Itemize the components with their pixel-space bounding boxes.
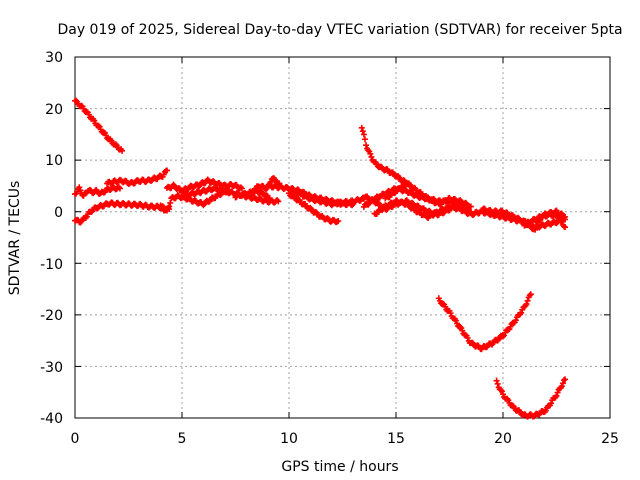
series-arc-17 bbox=[382, 180, 474, 210]
y-axis-label: SDTVAR / TECUs bbox=[7, 181, 23, 296]
data-point bbox=[112, 141, 119, 148]
x-tick-label-25: 25 bbox=[601, 431, 619, 447]
data-point bbox=[367, 150, 374, 157]
data-point bbox=[77, 187, 84, 194]
series-arc-3 bbox=[72, 183, 123, 199]
data-point bbox=[533, 222, 540, 229]
x-tick-label-0: 0 bbox=[71, 431, 80, 447]
data-point bbox=[119, 147, 126, 154]
grid bbox=[75, 57, 610, 418]
data-point bbox=[361, 136, 368, 143]
data-point bbox=[358, 124, 365, 131]
data-point bbox=[562, 224, 569, 231]
data-point bbox=[494, 380, 501, 387]
series-arc-22 bbox=[435, 291, 534, 353]
data-point bbox=[164, 167, 171, 174]
x-tick-label-15: 15 bbox=[387, 431, 405, 447]
data-point bbox=[542, 407, 549, 414]
data-point bbox=[459, 327, 466, 334]
data-point bbox=[461, 206, 468, 213]
data-point bbox=[558, 218, 565, 225]
y-tick-label-neg10: -10 bbox=[40, 257, 63, 273]
data-point bbox=[166, 203, 173, 210]
series-arc-1 bbox=[72, 97, 126, 154]
data-point bbox=[360, 131, 367, 138]
data-point bbox=[238, 185, 245, 192]
chart-title: Day 019 of 2025, Sidereal Day-to-day VTE… bbox=[57, 22, 622, 38]
y-tick-label-10: 10 bbox=[45, 153, 63, 169]
data-point bbox=[512, 317, 519, 324]
data-point bbox=[562, 376, 569, 383]
data-point bbox=[562, 213, 569, 220]
y-tick-label-20: 20 bbox=[45, 102, 63, 118]
data-point bbox=[167, 199, 174, 206]
series-arc-12 bbox=[286, 186, 367, 209]
y-tick-label-neg20: -20 bbox=[40, 308, 63, 324]
y-tick-label-30: 30 bbox=[45, 50, 63, 66]
data-point bbox=[464, 335, 471, 342]
y-tick-label-neg30: -30 bbox=[40, 360, 63, 376]
axis-ticks bbox=[74, 56, 611, 419]
data-point bbox=[410, 204, 417, 211]
data-point bbox=[558, 383, 565, 390]
data-point bbox=[365, 147, 372, 154]
data-point bbox=[498, 388, 505, 395]
data-point bbox=[374, 199, 381, 206]
data-point bbox=[237, 184, 244, 191]
data-point bbox=[467, 203, 474, 210]
data-point bbox=[217, 191, 224, 198]
data-point bbox=[533, 217, 540, 224]
data-point bbox=[518, 309, 525, 316]
data-point bbox=[554, 389, 561, 396]
data-point bbox=[452, 317, 459, 324]
x-tick-label-20: 20 bbox=[494, 431, 512, 447]
x-tick-label-10: 10 bbox=[280, 431, 298, 447]
data-points bbox=[72, 97, 569, 420]
data-point bbox=[275, 198, 282, 205]
data-point bbox=[363, 142, 370, 149]
data-point bbox=[524, 297, 531, 304]
data-point bbox=[76, 184, 83, 191]
data-point bbox=[266, 195, 273, 202]
series-arc-4 bbox=[104, 167, 171, 187]
data-point bbox=[116, 185, 123, 192]
data-point bbox=[405, 180, 412, 187]
data-point bbox=[457, 323, 464, 330]
data-point bbox=[335, 217, 342, 224]
data-point bbox=[397, 186, 404, 193]
plot-frame bbox=[74, 56, 611, 419]
data-point bbox=[77, 219, 84, 226]
data-point bbox=[548, 400, 555, 407]
series-arc-21 bbox=[521, 207, 569, 229]
series-arc-2 bbox=[72, 199, 173, 226]
data-point bbox=[526, 292, 533, 299]
x-axis-label: GPS time / hours bbox=[281, 459, 398, 475]
series-arc-23 bbox=[493, 376, 569, 420]
y-tick-label-neg40: -40 bbox=[40, 411, 63, 427]
y-tick-label-0: 0 bbox=[54, 205, 63, 221]
data-point bbox=[523, 301, 530, 308]
data-point bbox=[303, 192, 310, 199]
data-point bbox=[447, 310, 454, 317]
data-point bbox=[157, 202, 164, 209]
data-point bbox=[553, 392, 560, 399]
data-point bbox=[557, 216, 564, 223]
data-point bbox=[359, 128, 366, 135]
x-tick-label-5: 5 bbox=[178, 431, 187, 447]
data-point bbox=[250, 188, 257, 195]
data-point bbox=[368, 153, 375, 160]
data-point bbox=[263, 192, 270, 199]
data-point bbox=[170, 181, 177, 188]
series-arc-11 bbox=[286, 190, 342, 226]
data-point bbox=[493, 377, 500, 384]
data-point bbox=[527, 291, 534, 298]
data-point bbox=[559, 380, 566, 387]
series-arc-13 bbox=[358, 124, 412, 187]
